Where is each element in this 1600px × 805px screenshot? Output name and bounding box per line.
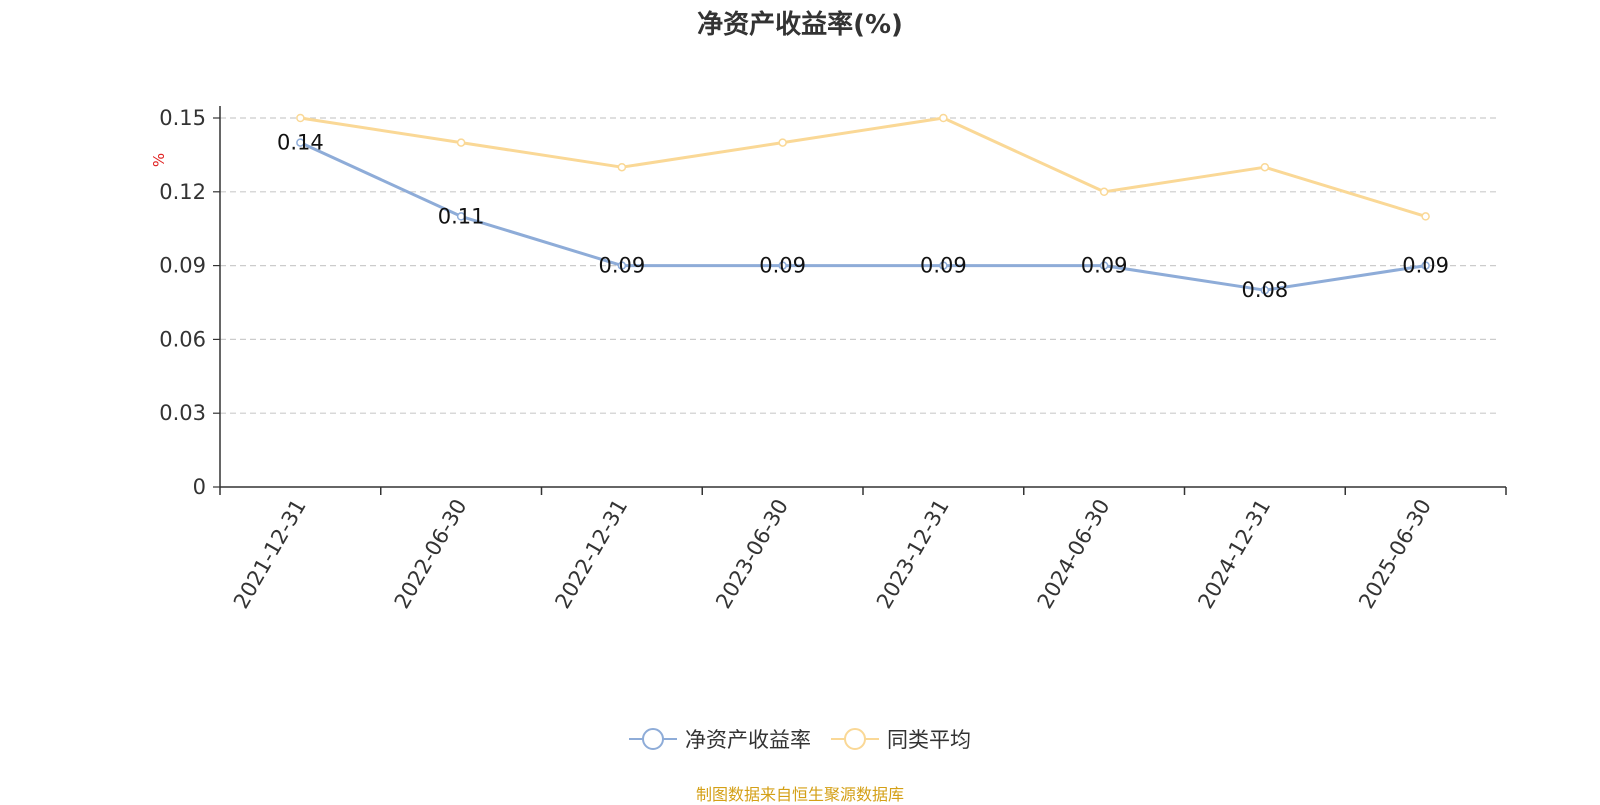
data-label: 0.14 xyxy=(277,131,324,155)
data-label: 0.09 xyxy=(1081,254,1128,278)
y-tick-label: 0.06 xyxy=(159,327,206,351)
data-point xyxy=(456,212,466,221)
data-label: 0.08 xyxy=(1241,278,1288,302)
legend-item-series-1[interactable]: 净资产收益率 xyxy=(629,724,811,754)
data-label: 0.09 xyxy=(920,254,967,278)
source-note: 制图数据来自恒生聚源数据库 xyxy=(695,785,904,804)
legend-marker-series-2 xyxy=(831,728,879,750)
data-label: 0.09 xyxy=(759,254,806,278)
data-point xyxy=(939,261,948,270)
legend-label-series-1: 净资产收益率 xyxy=(685,728,811,752)
series-line-2 xyxy=(300,116,1427,218)
data-point xyxy=(1421,261,1430,270)
data-point xyxy=(296,113,305,123)
x-tick-label: 2023-06-30 xyxy=(711,495,793,613)
legend-item-series-2[interactable]: 同类平均 xyxy=(831,724,971,754)
y-axis-label: % xyxy=(150,153,168,167)
y-tick-label: 0.03 xyxy=(159,401,206,425)
data-point xyxy=(617,261,627,270)
data-point xyxy=(1099,187,1109,197)
x-tick-label: 2023-12-31 xyxy=(872,495,954,613)
y-tick-label: 0.09 xyxy=(159,254,206,278)
legend-marker-series-1 xyxy=(629,728,677,750)
data-point xyxy=(617,162,627,172)
data-point xyxy=(1421,212,1430,221)
data-point xyxy=(296,138,305,147)
y-tick-label: 0.15 xyxy=(159,106,206,130)
data-point xyxy=(939,113,948,123)
data-point xyxy=(1099,261,1109,270)
x-tick-label: 2024-06-30 xyxy=(1033,495,1115,613)
x-tick-label: 2022-12-31 xyxy=(550,495,632,613)
x-tick-label: 2025-06-30 xyxy=(1354,495,1436,613)
legend-label-series-2: 同类平均 xyxy=(887,728,971,752)
data-label: 0.11 xyxy=(438,204,485,228)
x-tick-label: 2021-12-31 xyxy=(229,495,311,613)
chart-title: 净资产收益率(%) xyxy=(697,10,903,40)
data-label: 0.09 xyxy=(1402,254,1449,278)
y-tick-label: 0.12 xyxy=(159,180,206,204)
data-point xyxy=(1260,285,1270,295)
x-tick-label: 2024-12-31 xyxy=(1193,495,1275,613)
series-line-1 xyxy=(299,141,1426,292)
y-tick-label: 0 xyxy=(193,475,206,499)
data-point xyxy=(456,138,466,147)
data-label: 0.09 xyxy=(598,254,645,278)
legend: 净资产收益率 同类平均 xyxy=(0,724,1600,754)
data-point xyxy=(778,138,787,147)
data-point xyxy=(1260,162,1270,172)
data-point xyxy=(778,261,787,270)
x-tick-label: 2022-06-30 xyxy=(390,495,472,613)
